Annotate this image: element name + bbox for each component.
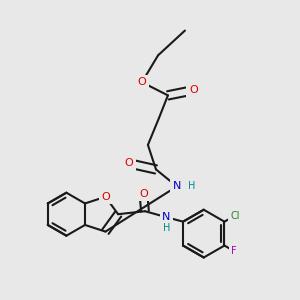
Text: O: O [138, 77, 146, 87]
Text: N: N [162, 212, 171, 222]
Text: O: O [125, 158, 134, 168]
Text: O: O [101, 192, 110, 202]
Text: N: N [173, 182, 181, 191]
Text: H: H [163, 223, 170, 232]
Text: H: H [188, 182, 196, 191]
Text: O: O [189, 85, 198, 95]
Text: O: O [139, 189, 148, 199]
Text: F: F [232, 246, 237, 256]
Text: Cl: Cl [230, 211, 239, 221]
